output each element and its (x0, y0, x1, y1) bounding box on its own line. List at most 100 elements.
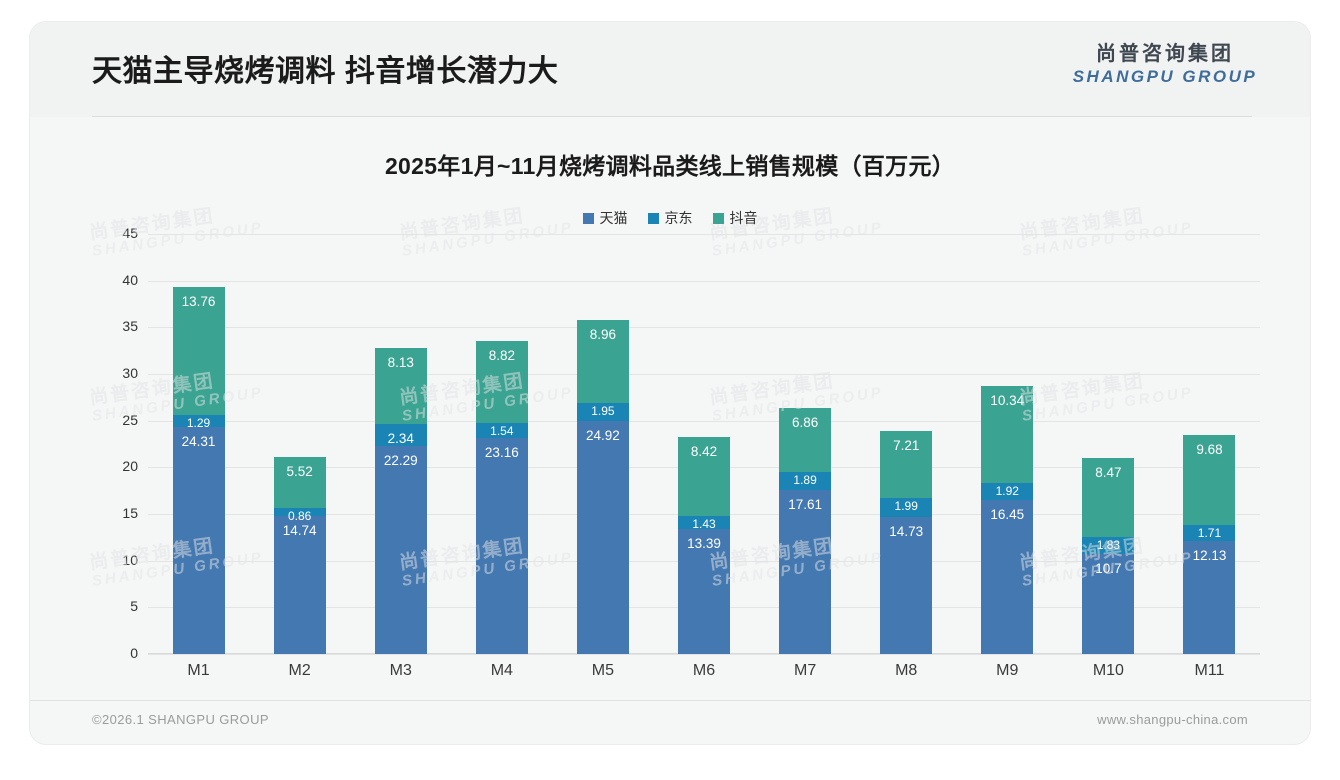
bar-column-M10[interactable]: 10.7 1.83 8.47 (1058, 234, 1159, 654)
y-axis-tick-label: 30 (122, 365, 138, 381)
footer-divider (30, 700, 1310, 701)
bar-segment-抖音[interactable]: 6.86 (779, 408, 832, 473)
bar-segment-京东[interactable]: 1.71 (1183, 524, 1236, 541)
bar-column-M2[interactable]: 14.74 0.86 5.52 (249, 234, 350, 654)
bar-segment-天猫[interactable]: 10.7 (1082, 554, 1135, 654)
bar-segment-天猫[interactable]: 24.92 (576, 421, 629, 654)
grid-line (148, 327, 1260, 329)
bar-segment-京东[interactable]: 1.54 (475, 423, 528, 439)
legend-swatch-icon (712, 212, 724, 224)
bar-segment-天猫[interactable]: 13.39 (678, 529, 731, 654)
bar-segment-抖音[interactable]: 13.76 (172, 286, 225, 416)
bar-column-M11[interactable]: 12.13 1.71 9.68 (1159, 234, 1260, 654)
bar-segment-天猫[interactable]: 22.29 (374, 445, 427, 654)
bar-column-M1[interactable]: 24.31 1.29 13.76 (148, 234, 249, 654)
slide-card: 尚普咨询集团 SHANGPU GROUP 尚普咨询集团 SHANGPU GROUP 尚普… (30, 22, 1310, 744)
legend-item-抖音[interactable]: 抖音 (712, 208, 758, 228)
brand-logo-cn: 尚普咨询集团 (1096, 43, 1234, 65)
slide-header: 天猫主导烧烤调料 抖音增长潜力大 尚普咨询集团 SHANGPU GROUP (30, 22, 1310, 117)
x-axis-tick-label: M11 (1194, 662, 1225, 679)
bar-segment-京东[interactable]: 2.34 (374, 424, 427, 447)
bar-value-label: 1.95 (591, 404, 615, 419)
y-axis-tick-label: 25 (122, 411, 138, 428)
bar-segment-京东[interactable]: 1.99 (880, 497, 933, 517)
bar-segment-抖音[interactable]: 5.52 (273, 456, 326, 509)
bar-value-label: 7.21 (893, 437, 920, 453)
bar-segment-京东[interactable]: 1.43 (678, 515, 731, 531)
bar-value-label: 8.13 (387, 355, 414, 371)
bar-value-label: 2.34 (387, 431, 414, 447)
bar-segment-天猫[interactable]: 23.16 (475, 437, 528, 654)
bar-value-label: 1.29 (186, 416, 211, 431)
bar-value-label: 24.92 (586, 428, 620, 444)
bar-segment-京东[interactable]: 1.95 (576, 403, 629, 422)
x-axis-tick-label: M3 (389, 662, 412, 679)
bar-segment-京东[interactable]: 1.89 (779, 472, 832, 490)
chart-legend: 天猫 京东 抖音 (30, 208, 1310, 228)
bar-segment-天猫[interactable]: 12.13 (1183, 540, 1236, 654)
grid-row: 40 (100, 272, 1260, 288)
bar-segment-抖音[interactable]: 8.42 (678, 437, 731, 516)
x-axis-tick-label: M4 (490, 662, 513, 679)
x-axis-tick-label: M5 (591, 662, 615, 679)
bar-column-M3[interactable]: 22.29 2.34 8.13 (350, 234, 451, 654)
bar-value-label: 1.71 (1197, 525, 1222, 540)
bar-column-M7[interactable]: 17.61 1.89 6.86 (755, 234, 856, 654)
bar-column-M8[interactable]: 14.73 1.99 7.21 (856, 234, 957, 654)
bar-segment-抖音[interactable]: 8.47 (1082, 458, 1135, 538)
bar-segment-天猫[interactable]: 14.74 (273, 516, 326, 654)
bar-stack: 17.61 1.89 6.86 (779, 408, 832, 654)
bar-value-label: 1.83 (1096, 538, 1121, 553)
x-axis-tick-label: M1 (187, 662, 210, 679)
bar-segment-天猫[interactable]: 17.61 (779, 489, 832, 654)
grid-row: 45 (100, 225, 1260, 241)
bar-value-label: 8.82 (488, 348, 515, 364)
y-axis-tick-label: 10 (122, 551, 138, 568)
bar-stack: 10.7 1.83 8.47 (1082, 458, 1135, 654)
bar-value-label: 14.73 (889, 523, 924, 539)
bar-segment-抖音[interactable]: 9.68 (1183, 434, 1236, 525)
bar-segment-京东[interactable]: 0.86 (273, 508, 326, 523)
chart-bars: 24.31 1.29 13.76 14.74 0.86 5.52 22.29 2.34 8.13… (148, 234, 1260, 654)
x-axis-tick-label: M7 (793, 662, 817, 679)
bar-segment-京东[interactable]: 1.83 (1082, 537, 1135, 555)
bar-column-M4[interactable]: 23.16 1.54 8.82 (451, 234, 552, 654)
y-axis-tick-label: 45 (122, 225, 138, 241)
chart-x-axis: M1 M2 M3 M4 M5 M6 M7 M8 M9 M10 M11 (148, 662, 1260, 680)
bar-value-label: 24.31 (181, 434, 216, 450)
bar-segment-抖音[interactable]: 8.13 (374, 348, 427, 425)
grid-row: 35 (100, 318, 1260, 334)
bar-segment-天猫[interactable]: 14.73 (880, 516, 933, 654)
bar-column-M6[interactable]: 13.39 1.43 8.42 (653, 234, 754, 654)
bar-segment-抖音[interactable]: 10.34 (981, 386, 1034, 483)
bar-value-label: 23.16 (484, 444, 519, 460)
page-title: 天猫主导烧烤调料 抖音增长潜力大 (92, 55, 559, 88)
legend-label: 京东 (664, 210, 693, 226)
brand-logo-en: SHANGPU GROUP (1072, 67, 1258, 86)
bar-segment-抖音[interactable]: 8.96 (576, 319, 629, 404)
y-axis-tick-label: 5 (130, 598, 138, 615)
brand-logo: 尚普咨询集团 SHANGPU GROUP (1060, 42, 1270, 88)
grid-line (148, 374, 1260, 375)
bar-segment-天猫[interactable]: 24.31 (172, 427, 225, 654)
bar-value-label: 16.45 (990, 507, 1025, 523)
bar-column-M9[interactable]: 16.45 1.92 10.34 (957, 234, 1058, 654)
bar-segment-天猫[interactable]: 16.45 (981, 500, 1034, 654)
grid-line (148, 420, 1260, 422)
bar-segment-京东[interactable]: 1.92 (981, 482, 1034, 501)
bar-value-label: 1.89 (793, 473, 817, 488)
header-divider (92, 116, 1252, 117)
bar-value-label: 12.13 (1192, 547, 1227, 563)
bar-segment-抖音[interactable]: 7.21 (880, 430, 933, 498)
bar-segment-京东[interactable]: 1.29 (172, 415, 225, 431)
legend-item-天猫[interactable]: 天猫 (582, 208, 628, 228)
bar-value-label: 0.86 (287, 509, 312, 524)
bar-value-label: 1.54 (490, 424, 514, 439)
bar-column-M5[interactable]: 24.92 1.95 8.96 (552, 234, 653, 654)
legend-item-京东[interactable]: 京东 (647, 208, 693, 228)
grid-line (148, 280, 1260, 282)
grid-row: 30 (100, 365, 1260, 381)
bar-stack: 13.39 1.43 8.42 (678, 437, 731, 654)
bar-segment-抖音[interactable]: 8.82 (475, 341, 528, 424)
